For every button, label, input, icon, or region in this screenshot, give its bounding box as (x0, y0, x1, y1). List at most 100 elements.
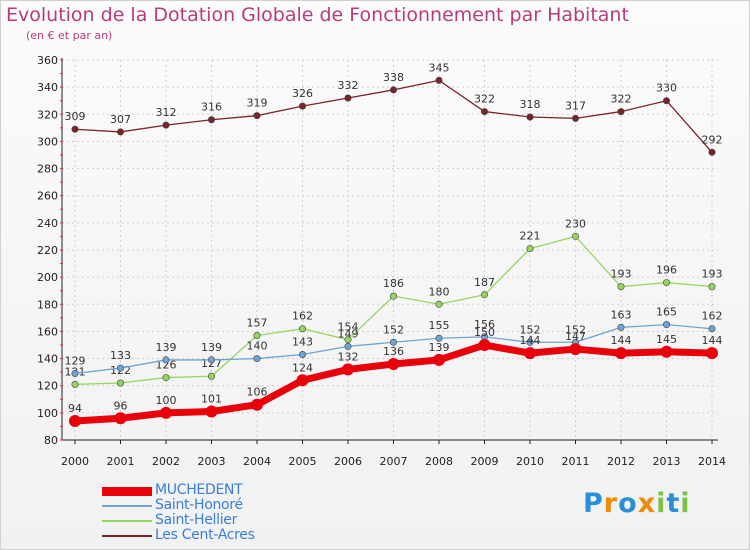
logo-letter: x (637, 488, 657, 519)
data-label-les-cent-acres: 307 (110, 113, 131, 126)
data-point-saint-hellier (344, 336, 352, 344)
y-tick-label-80: 80 (44, 434, 58, 447)
data-point-muchedent (660, 345, 673, 358)
data-label-muchedent: 94 (68, 402, 82, 415)
x-tick-label-2008: 2008 (425, 455, 453, 468)
y-tick-label-300: 300 (37, 135, 58, 148)
data-point-muchedent (387, 358, 400, 370)
data-point-saint-honor- (298, 350, 306, 358)
data-label-saint-honor-: 165 (656, 306, 677, 319)
data-point-saint-hellier (298, 325, 306, 333)
data-label-saint-hellier: 157 (247, 317, 268, 330)
data-point-saint-hellier (71, 380, 79, 388)
legend-swatch-saint-honor- (102, 505, 152, 507)
data-point-les-cent-acres (298, 102, 306, 110)
data-point-les-cent-acres (662, 97, 670, 105)
data-label-saint-honor-: 133 (110, 349, 131, 362)
data-label-les-cent-acres: 312 (156, 106, 177, 119)
data-label-les-cent-acres: 316 (201, 101, 222, 114)
data-point-saint-honor- (208, 356, 216, 364)
data-label-saint-hellier: 193 (611, 268, 632, 281)
data-point-muchedent (478, 339, 491, 351)
logo-letter: t (666, 488, 681, 519)
data-point-les-cent-acres (389, 86, 397, 94)
data-point-saint-hellier (389, 292, 397, 300)
x-tick-label-2004: 2004 (243, 455, 271, 468)
data-label-muchedent: 132 (338, 350, 359, 363)
data-label-les-cent-acres: 345 (429, 61, 450, 74)
x-tick-label-2001: 2001 (107, 455, 135, 468)
chart-subtitle: (en € et par an) (26, 29, 113, 42)
data-point-muchedent (114, 412, 127, 425)
data-label-saint-hellier: 230 (565, 217, 586, 230)
x-tick-label-2000: 2000 (61, 455, 89, 468)
x-tick-label-2002: 2002 (152, 455, 180, 468)
data-label-muchedent: 150 (474, 326, 495, 339)
data-label-les-cent-acres: 318 (520, 98, 541, 111)
data-label-saint-honor-: 149 (338, 327, 359, 340)
y-tick-label-260: 260 (37, 190, 58, 203)
legend-swatch-les-cent-acres (102, 535, 152, 537)
logo-letter: r (603, 488, 619, 519)
data-point-les-cent-acres (253, 112, 261, 120)
data-label-saint-hellier: 180 (429, 285, 450, 298)
data-point-saint-honor- (253, 355, 261, 363)
y-tick-label-160: 160 (37, 325, 58, 338)
data-point-les-cent-acres (617, 108, 625, 116)
y-tick-label-180: 180 (37, 298, 58, 311)
data-point-muchedent (251, 398, 263, 411)
data-label-saint-hellier: 154 (338, 321, 359, 334)
data-label-muchedent: 144 (520, 334, 541, 347)
data-point-muchedent (160, 406, 172, 419)
data-point-saint-hellier (708, 283, 716, 291)
data-label-les-cent-acres: 322 (611, 93, 632, 106)
data-point-les-cent-acres (526, 113, 534, 121)
data-point-muchedent (69, 415, 81, 427)
y-tick-label-200: 200 (37, 271, 58, 284)
data-label-les-cent-acres: 338 (383, 71, 404, 84)
y-tick-label-340: 340 (37, 81, 58, 94)
data-point-les-cent-acres (480, 108, 488, 116)
logo-letter: o (618, 488, 638, 519)
data-point-saint-honor- (162, 356, 170, 364)
data-label-saint-hellier: 196 (656, 264, 677, 277)
legend-label-les-cent-acres: Les Cent-Acres (155, 527, 255, 543)
x-tick-label-2010: 2010 (516, 455, 544, 468)
data-label-les-cent-acres: 319 (247, 97, 268, 110)
legend-swatch-saint-hellier (102, 520, 152, 522)
data-label-saint-hellier: 126 (156, 359, 177, 372)
proxiti-logo: Proxiti (583, 488, 691, 519)
data-label-saint-honor-: 155 (429, 319, 450, 332)
data-label-muchedent: 136 (383, 345, 404, 358)
data-label-les-cent-acres: 322 (474, 93, 495, 106)
legend-label-muchedent: MUCHEDENT (155, 482, 243, 498)
x-tick-label-2005: 2005 (289, 455, 317, 468)
data-label-muchedent: 145 (656, 333, 677, 346)
data-point-saint-hellier (208, 372, 216, 380)
y-tick-label-240: 240 (37, 217, 58, 230)
data-point-saint-hellier (253, 331, 261, 339)
data-label-saint-honor-: 143 (292, 336, 313, 349)
data-point-les-cent-acres (208, 116, 216, 124)
x-tick-label-2014: 2014 (698, 455, 726, 468)
y-tick-label-120: 120 (37, 380, 58, 393)
y-tick-label-140: 140 (37, 353, 58, 366)
data-point-saint-hellier (162, 374, 170, 382)
data-label-muchedent: 101 (201, 393, 222, 406)
y-tick-label-220: 220 (37, 244, 58, 257)
data-point-muchedent (433, 353, 445, 366)
data-point-saint-honor- (71, 369, 79, 377)
data-point-muchedent (524, 347, 536, 360)
data-label-saint-honor-: 152 (565, 323, 586, 336)
data-label-saint-honor-: 129 (65, 355, 86, 368)
logo-letter: P (583, 488, 604, 519)
legend-label-saint-honor-: Saint-Honoré (155, 497, 243, 513)
data-point-saint-hellier (480, 291, 488, 299)
data-label-muchedent: 96 (114, 399, 128, 412)
data-label-muchedent: 139 (429, 341, 450, 354)
data-label-muchedent: 144 (702, 334, 723, 347)
data-label-saint-honor-: 152 (520, 323, 541, 336)
data-point-les-cent-acres (435, 76, 443, 84)
